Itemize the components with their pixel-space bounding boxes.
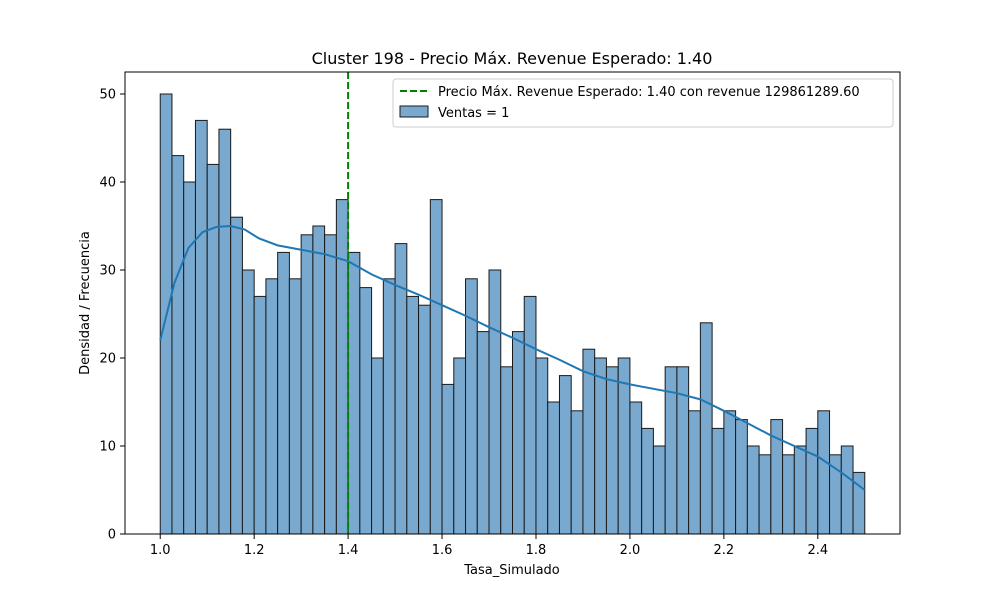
histogram-bar xyxy=(512,331,525,535)
histogram-bar xyxy=(418,304,431,535)
histogram-bar xyxy=(605,366,619,535)
histogram-bar xyxy=(277,251,290,535)
histogram-bar xyxy=(476,331,490,535)
histogram-bar xyxy=(735,419,748,535)
legend-box xyxy=(392,78,894,128)
histogram-bar xyxy=(183,181,196,535)
histogram-bars xyxy=(159,93,866,535)
y-tick-label: 40 xyxy=(99,176,116,191)
histogram-bar xyxy=(429,199,443,535)
histogram-bar xyxy=(641,427,654,535)
histogram-bar xyxy=(523,295,537,535)
histogram-bar xyxy=(218,128,232,535)
histogram-bar xyxy=(359,287,373,535)
plot-frame xyxy=(124,71,901,535)
x-tick-label: 2.2 xyxy=(714,543,735,558)
kde-curve xyxy=(159,224,866,491)
histogram-bar xyxy=(265,278,279,535)
x-tick-label: 1.2 xyxy=(244,543,265,558)
histogram-bar xyxy=(594,357,607,535)
y-axis-ticks: 0 10 20 30 40 50 xyxy=(99,88,125,543)
y-tick-label: 0 xyxy=(108,528,116,543)
histogram-bar xyxy=(406,295,420,535)
histogram-bar xyxy=(582,348,596,535)
histogram-bar xyxy=(300,234,314,535)
histogram-bar xyxy=(382,278,396,535)
histogram-bar xyxy=(547,401,560,535)
histogram-bar xyxy=(711,427,725,535)
histogram-bar xyxy=(758,454,772,535)
histogram-bar xyxy=(288,278,302,535)
histogram-bar xyxy=(746,445,760,535)
legend-label-reference: Precio Máx. Revenue Esperado: 1.40 con r… xyxy=(438,85,860,100)
histogram-bar xyxy=(629,401,643,535)
histogram-bar xyxy=(488,269,502,535)
histogram-bar xyxy=(194,119,208,535)
histogram-bar xyxy=(688,410,701,535)
legend-label-histogram: Ventas = 1 xyxy=(438,106,509,121)
histogram-bar xyxy=(441,383,455,535)
histogram-bar xyxy=(253,295,267,535)
legend: Precio Máx. Revenue Esperado: 1.40 con r… xyxy=(392,78,894,128)
chart-title: Cluster 198 - Precio Máx. Revenue Espera… xyxy=(312,49,713,68)
x-axis-label: Tasa_Simulado xyxy=(463,563,560,578)
histogram-bar xyxy=(241,269,255,535)
histogram-bar xyxy=(324,234,337,535)
histogram-bar xyxy=(371,357,384,535)
x-axis-ticks: 1.0 1.2 1.4 1.6 1.8 2.0 2.2 2.4 xyxy=(150,534,828,558)
histogram-bar xyxy=(347,251,361,535)
histogram-bar xyxy=(230,216,243,535)
x-tick-label: 2.0 xyxy=(620,543,641,558)
y-tick-label: 20 xyxy=(99,352,116,367)
histogram-bar xyxy=(558,375,572,535)
histogram-bar xyxy=(500,366,513,535)
histogram-bar xyxy=(312,225,326,535)
histogram-bar xyxy=(840,445,854,535)
histogram-bar xyxy=(723,410,737,535)
histogram-bar xyxy=(817,410,831,535)
histogram-bar xyxy=(206,163,220,535)
x-tick-label: 1.8 xyxy=(526,543,547,558)
y-tick-label: 50 xyxy=(99,88,116,103)
x-tick-label: 1.6 xyxy=(432,543,453,558)
y-tick-label: 30 xyxy=(99,264,116,279)
histogram-bar xyxy=(699,322,713,535)
y-axis-label: Densidad / Frecuencia xyxy=(78,231,93,375)
legend-bar-swatch xyxy=(399,105,429,118)
x-tick-label: 1.4 xyxy=(338,543,359,558)
y-tick-label: 10 xyxy=(99,440,116,455)
x-tick-label: 2.4 xyxy=(807,543,828,558)
histogram-bar xyxy=(805,427,819,535)
histogram-bar xyxy=(652,445,666,535)
histogram-bar xyxy=(570,410,584,535)
histogram-bar xyxy=(171,155,185,535)
histogram-bar xyxy=(793,445,807,535)
histogram-bar xyxy=(676,366,690,535)
x-tick-label: 1.0 xyxy=(150,543,171,558)
histogram-bar xyxy=(335,199,349,535)
histogram-bar xyxy=(782,454,795,535)
histogram-bar xyxy=(453,357,467,535)
histogram-bar xyxy=(535,357,549,535)
